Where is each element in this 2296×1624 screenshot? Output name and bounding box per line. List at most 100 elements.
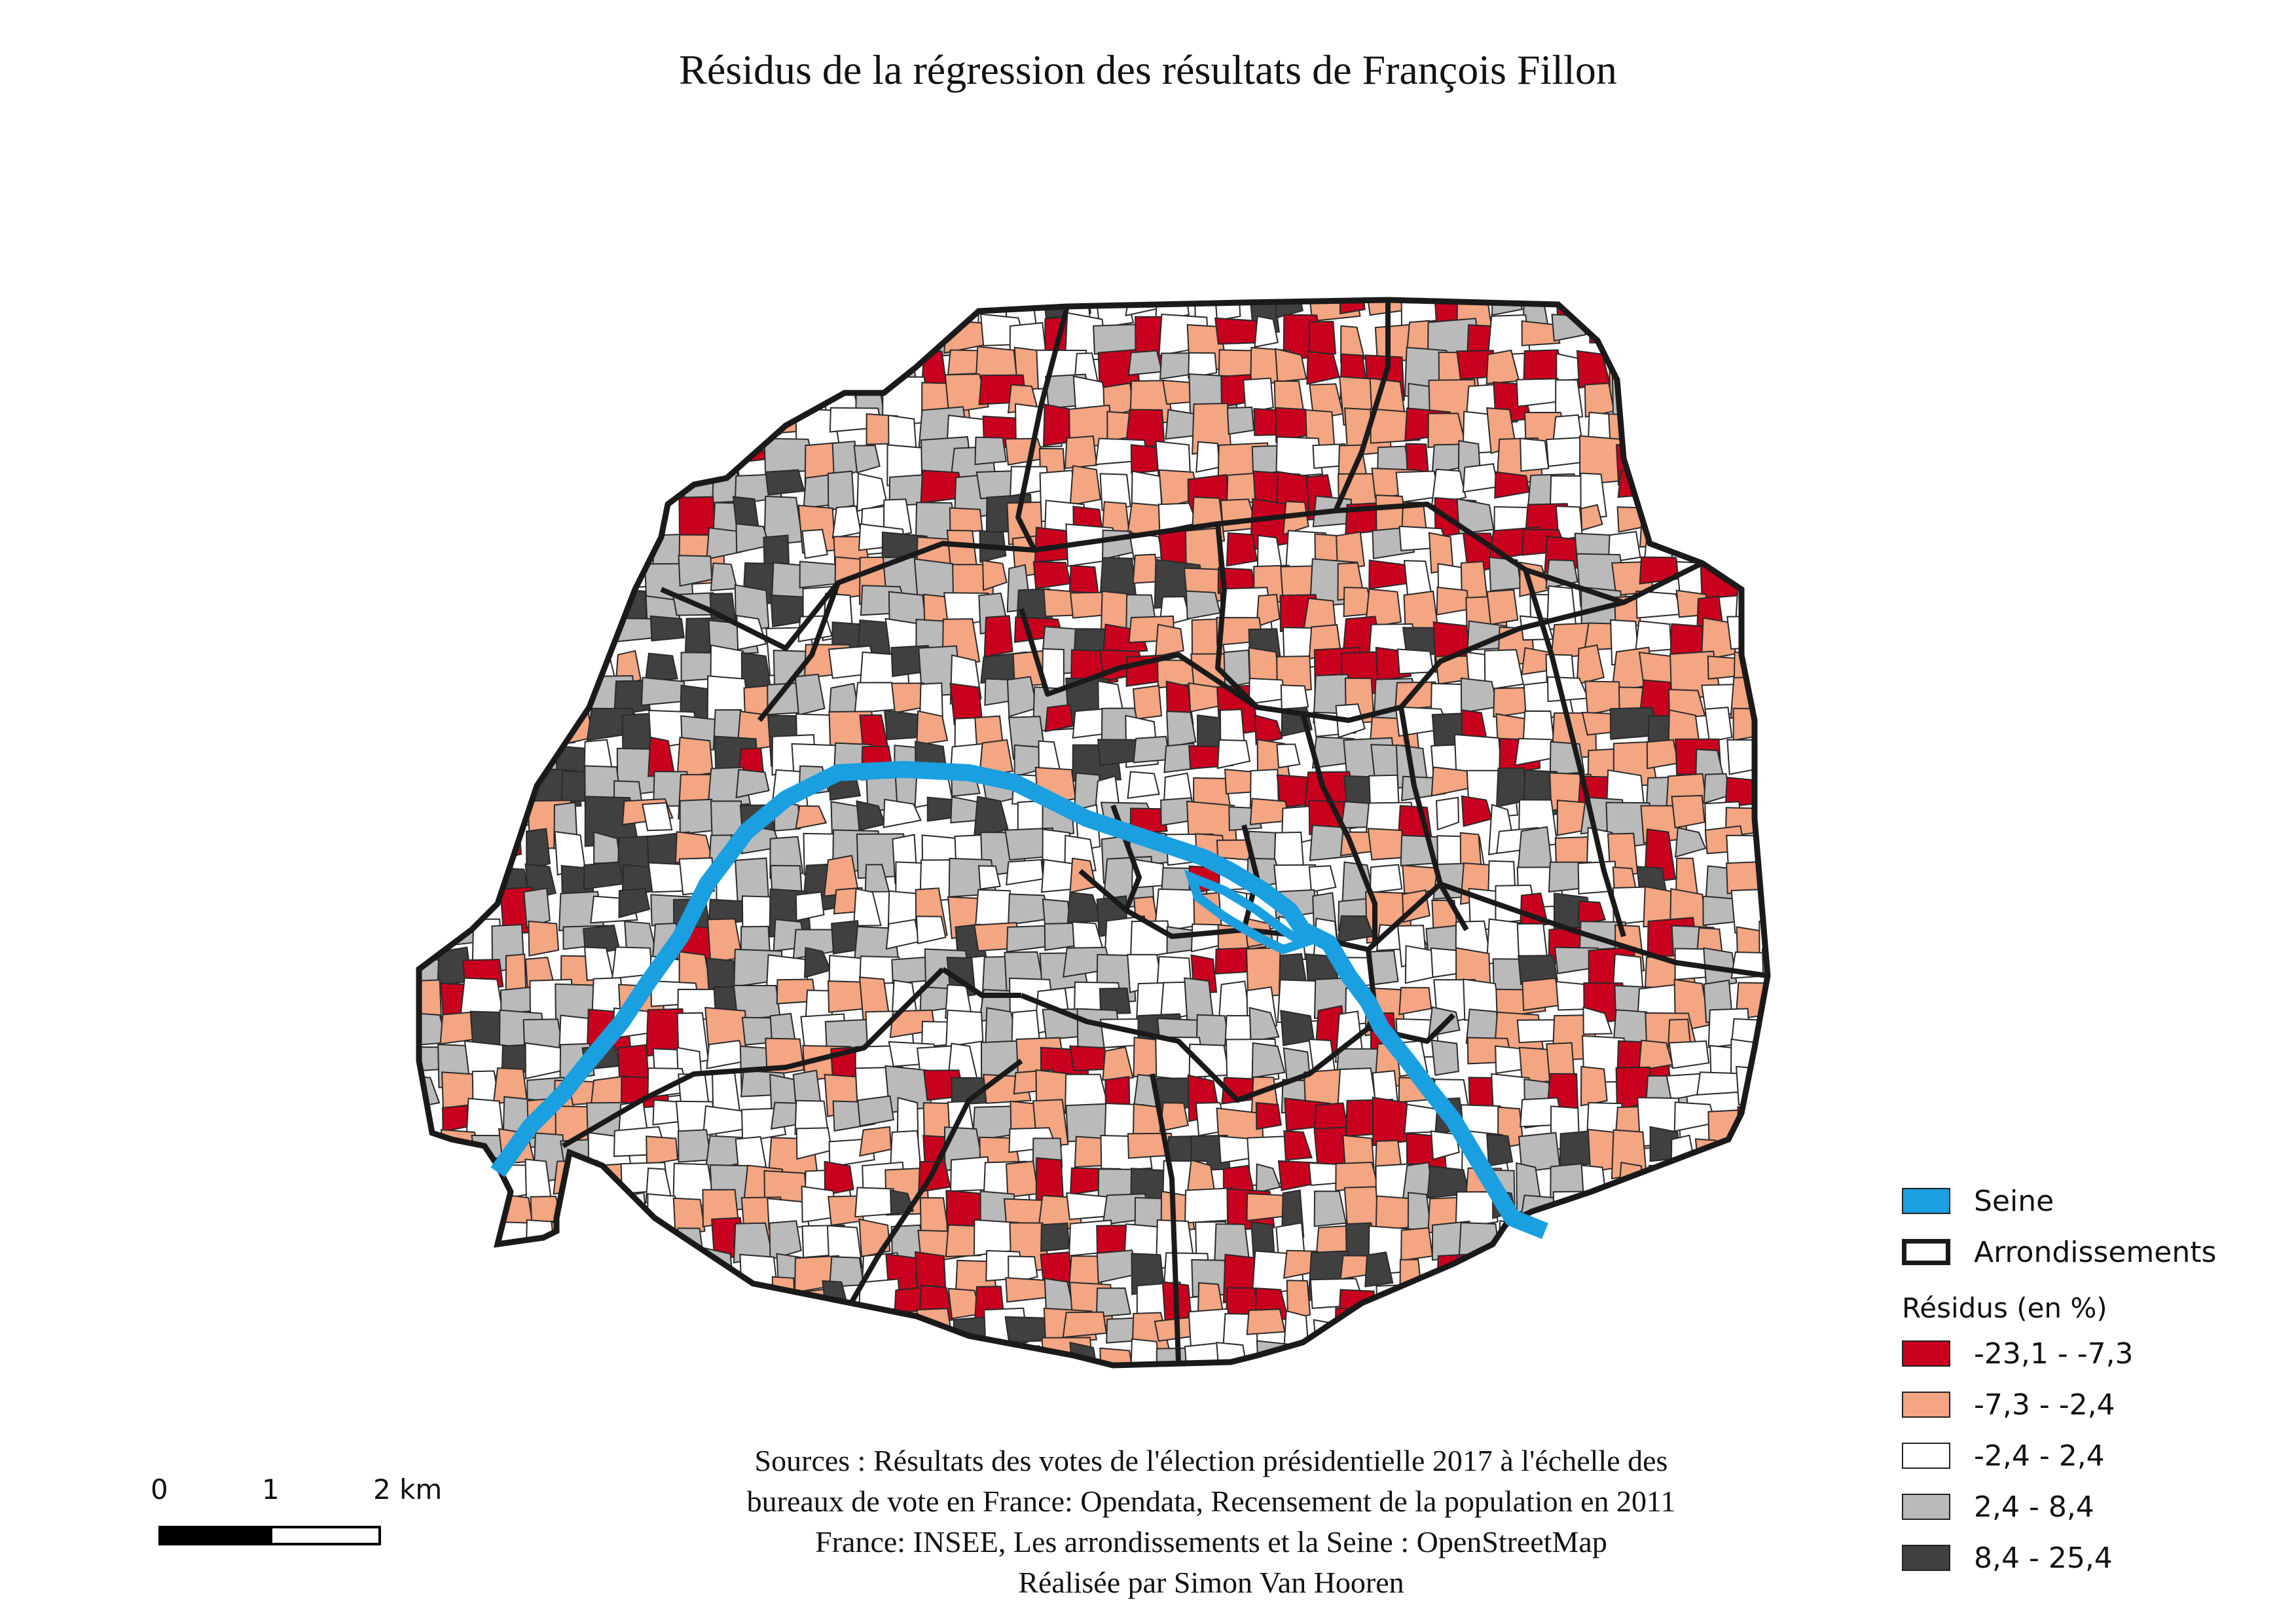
bureau-cell	[1282, 500, 1309, 536]
bureau-cell	[1273, 831, 1305, 870]
bureau-cell	[1346, 1375, 1389, 1422]
bureau-cell	[1521, 320, 1561, 346]
bureau-cell	[862, 1348, 898, 1365]
bureau-cell	[648, 1285, 678, 1340]
bureau-cell	[891, 300, 939, 335]
legend: Seine Arrondissements Résidus (en %) -23…	[1902, 1175, 2216, 1583]
bureau-cell	[1550, 1340, 1596, 1365]
bureau-cell	[1635, 1228, 1686, 1275]
bureau-cell	[1644, 1315, 1678, 1346]
bureau-cell	[497, 589, 532, 624]
bureau-cell	[981, 559, 1008, 591]
bureau-cell	[734, 382, 788, 422]
bureau-cell	[442, 1374, 481, 1411]
bureau-cell	[702, 1105, 745, 1137]
bureau-cell	[640, 1316, 689, 1365]
bureau-cell	[1339, 325, 1366, 363]
bureau-cell	[562, 1190, 595, 1224]
bureau-cell	[435, 468, 474, 519]
bureau-cell	[886, 1342, 916, 1365]
bureau-cell	[1639, 469, 1675, 523]
class-swatch	[1902, 1340, 1950, 1367]
bureau-cell	[680, 418, 707, 467]
bureau-cell	[983, 615, 1013, 658]
bureau-cell	[560, 300, 606, 342]
bureau-cell	[1640, 434, 1681, 475]
legend-class-item: 2,4 - 8,4	[1902, 1481, 2216, 1532]
bureau-cell	[1702, 413, 1745, 447]
bureau-cell	[1673, 300, 1702, 327]
bureau-cell	[499, 409, 528, 462]
bureau-cell	[656, 321, 704, 357]
bureau-cell	[765, 1343, 794, 1365]
bureau-cell	[1316, 1379, 1360, 1415]
class-swatch	[1902, 1392, 1950, 1418]
bureau-cell	[1575, 1217, 1617, 1257]
bureau-cell	[590, 300, 630, 339]
bureau-cell	[712, 374, 759, 407]
bureau-cell	[1700, 378, 1733, 416]
bureau-cell	[520, 322, 567, 363]
bureau-cell	[473, 502, 508, 531]
bureau-cell	[523, 887, 551, 929]
bureau-cell	[1767, 861, 1768, 914]
bureau-cell	[1727, 350, 1758, 402]
bureau-cell	[465, 678, 505, 714]
bureau-cell	[642, 802, 673, 832]
bureau-cell	[589, 1368, 627, 1395]
bureau-cell	[523, 382, 571, 422]
bureau-cell	[419, 352, 451, 378]
bureau-cell	[462, 373, 505, 404]
bureau-cell	[1254, 315, 1279, 348]
bureau-cell	[1364, 1251, 1394, 1287]
bureau-cell	[439, 328, 485, 371]
bureau-cell	[465, 765, 513, 791]
bureau-cell	[1616, 1162, 1645, 1209]
bureau-cell	[1127, 771, 1160, 800]
bureau-cell	[800, 318, 835, 367]
bureau-cell	[1303, 597, 1336, 630]
legend-seine: Seine	[1902, 1175, 2216, 1227]
bureau-cell	[1072, 1374, 1106, 1412]
bureau-cell	[419, 1168, 465, 1209]
bureau-cell	[735, 1135, 767, 1172]
bureau-cell	[1185, 590, 1221, 620]
bureau-cell	[646, 1135, 679, 1166]
bureau-cell	[499, 322, 525, 371]
bureau-cell	[556, 647, 592, 698]
bureau-cell	[642, 380, 678, 416]
bureau-cell	[1760, 795, 1768, 833]
bureau-cell	[1678, 349, 1711, 386]
bureau-cell	[1587, 1381, 1625, 1430]
bureau-cell	[1248, 1006, 1280, 1043]
bureau-cell	[1696, 317, 1726, 363]
bureau-cell	[419, 769, 440, 820]
bureau-cell	[706, 1341, 751, 1365]
bureau-cell	[798, 300, 847, 344]
ile-de-la-cite	[1184, 869, 1313, 955]
bureau-cell	[584, 618, 617, 640]
bureau-cell	[1765, 497, 1768, 526]
sources-line: Sources : Résultats des votes de l'élect…	[754, 1444, 1668, 1477]
bureau-cell	[1522, 1348, 1552, 1365]
bureau-cell	[1669, 1218, 1721, 1250]
bureau-cell	[1703, 1338, 1733, 1365]
bureau-cell	[1095, 1367, 1124, 1416]
bureau-cell	[1044, 704, 1074, 733]
bureau-cell	[621, 1255, 663, 1300]
bureau-cell	[584, 347, 625, 382]
bureau-cell	[1766, 982, 1768, 1012]
bureau-cell	[1167, 1382, 1194, 1422]
bureau-cell	[1214, 300, 1241, 322]
bureau-cell	[1762, 709, 1768, 757]
bureau-cell	[1226, 532, 1258, 567]
bureau-cell	[437, 716, 481, 759]
bureau-cell	[1064, 435, 1098, 470]
bureau-cell	[1766, 318, 1768, 360]
bureau-cell	[1695, 508, 1750, 544]
bureau-cell	[1548, 1223, 1596, 1254]
bureau-cell	[953, 1342, 1001, 1365]
bureau-cell	[1699, 1370, 1733, 1409]
bureau-cell	[521, 1318, 553, 1352]
bureau-cell	[1430, 1314, 1472, 1353]
